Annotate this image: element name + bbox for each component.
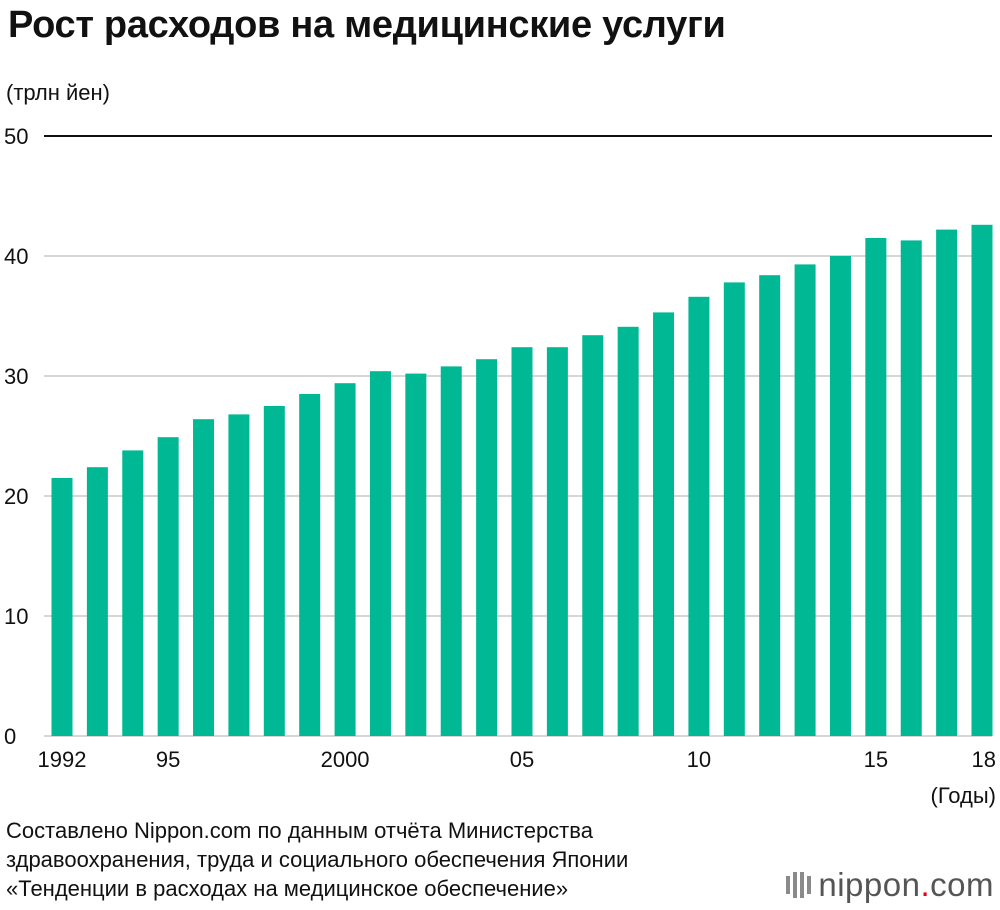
- y-tick-label: 10: [4, 604, 28, 629]
- source-line: «Тенденции в расходах на медицинское обе…: [6, 876, 569, 901]
- bar: [688, 296, 710, 736]
- bar: [653, 312, 675, 736]
- bar: [723, 282, 745, 736]
- y-tick-label: 20: [4, 484, 28, 509]
- bar: [936, 229, 958, 736]
- bar-chart: 0 10 20 30 40 50 1992 95 2000 05 10 15 18: [4, 124, 996, 772]
- bar: [759, 275, 781, 736]
- bar: [546, 347, 568, 736]
- bar: [86, 467, 108, 736]
- bar: [794, 264, 816, 736]
- bar: [440, 366, 462, 736]
- bar: [193, 419, 215, 736]
- chart-title: Рост расходов на медицинские услуги: [8, 4, 726, 46]
- bar: [865, 238, 887, 736]
- bar: [582, 335, 604, 736]
- source-note: Составлено Nippon.com по данным отчёта М…: [6, 816, 766, 903]
- y-tick-labels: 0 10 20 30 40 50: [4, 124, 28, 749]
- bar: [51, 478, 73, 736]
- bar: [971, 224, 993, 737]
- bar: [900, 240, 922, 736]
- nippon-mark-icon: [786, 872, 812, 898]
- x-tick-label: 05: [510, 747, 534, 772]
- y-tick-label: 50: [4, 124, 28, 149]
- bar: [617, 326, 639, 736]
- bar: [263, 406, 285, 736]
- x-tick-labels: 1992 95 2000 05 10 15 18: [38, 747, 996, 772]
- bar: [511, 347, 533, 736]
- y-axis-unit-label: (трлн йен): [6, 80, 110, 105]
- logo-wordmark: nippon.com: [818, 866, 994, 903]
- source-line: Составлено Nippon.com по данным отчёта М…: [6, 818, 593, 843]
- bar: [369, 371, 391, 736]
- bar: [334, 383, 356, 736]
- y-tick-label: 30: [4, 364, 28, 389]
- bar: [476, 359, 498, 736]
- x-tick-label: 15: [864, 747, 888, 772]
- x-tick-label: 2000: [321, 747, 370, 772]
- x-tick-label: 1992: [38, 747, 87, 772]
- bar: [299, 394, 321, 736]
- bars: [51, 224, 993, 737]
- x-tick-label: 10: [687, 747, 711, 772]
- x-tick-label: 18: [972, 747, 996, 772]
- x-tick-label: 95: [156, 747, 180, 772]
- bar: [157, 437, 179, 736]
- x-axis-unit-label: (Годы): [930, 783, 997, 808]
- bar: [228, 414, 250, 736]
- bar: [829, 256, 851, 736]
- source-line: здравоохранения, труда и социального обе…: [6, 847, 629, 872]
- nippon-logo: nippon.com: [784, 866, 994, 904]
- y-tick-label: 0: [4, 724, 16, 749]
- bar: [405, 373, 427, 736]
- y-tick-label: 40: [4, 244, 28, 269]
- bar: [122, 450, 144, 736]
